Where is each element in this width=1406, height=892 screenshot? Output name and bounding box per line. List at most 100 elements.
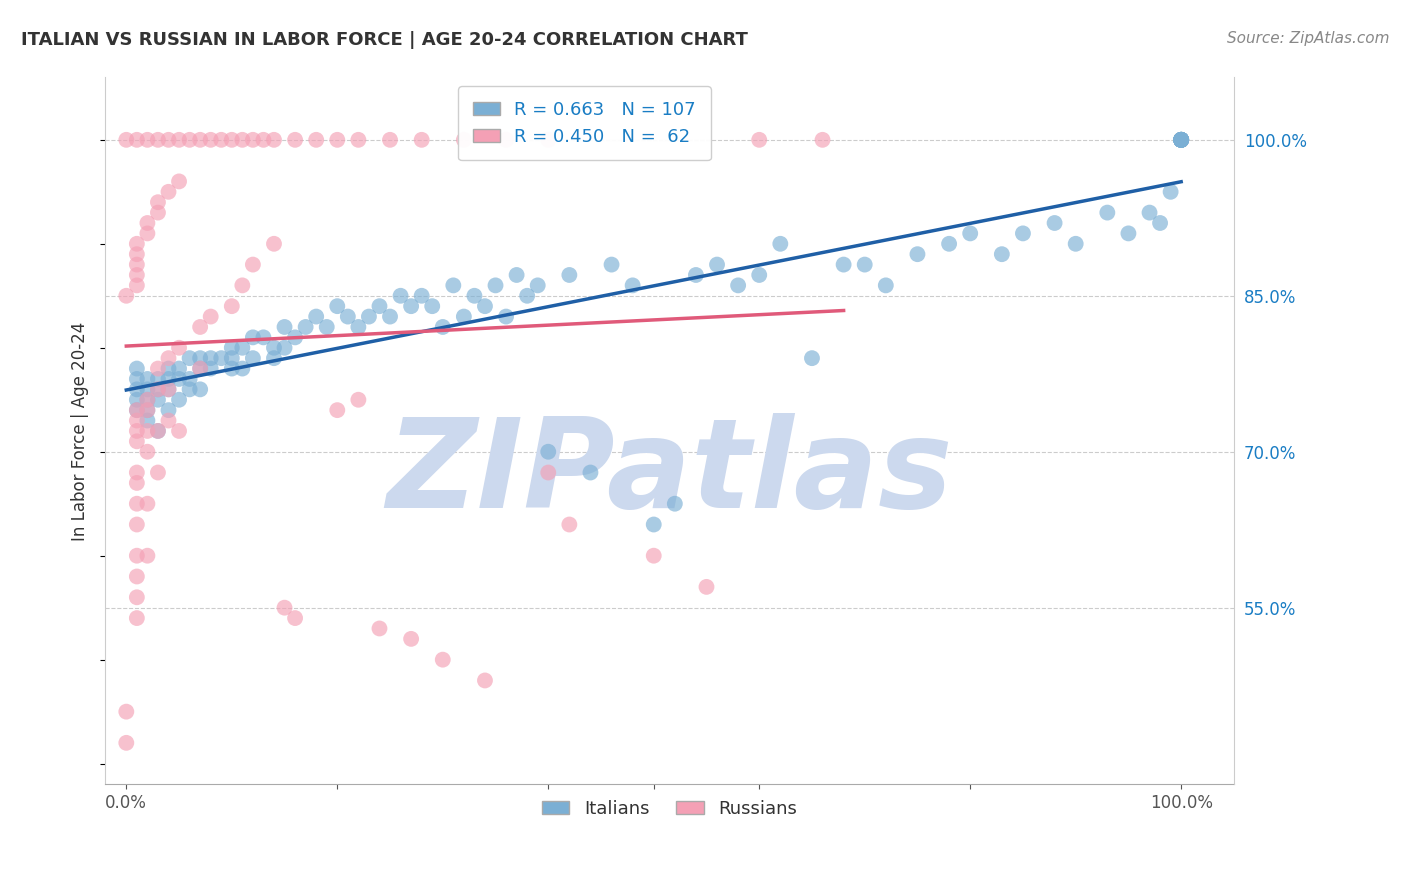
Point <box>125 424 148 438</box>
Point <box>1170 133 1192 147</box>
Point <box>1170 133 1192 147</box>
Point <box>1170 133 1192 147</box>
Point <box>136 372 159 386</box>
Point <box>378 310 401 324</box>
Point <box>294 320 316 334</box>
Point <box>146 466 169 480</box>
Point <box>1064 236 1087 251</box>
Point <box>336 310 359 324</box>
Legend: Italians, Russians: Italians, Russians <box>536 792 804 825</box>
Point <box>1012 227 1035 241</box>
Point <box>273 320 295 334</box>
Point <box>411 133 433 147</box>
Point <box>1170 133 1192 147</box>
Point <box>389 289 412 303</box>
Point <box>179 382 201 396</box>
Point <box>1170 133 1192 147</box>
Point <box>347 392 370 407</box>
Point <box>284 133 307 147</box>
Point <box>357 310 380 324</box>
Point <box>125 133 148 147</box>
Point <box>157 403 180 417</box>
Point <box>200 133 222 147</box>
Point <box>378 133 401 147</box>
Point <box>263 133 285 147</box>
Point <box>146 424 169 438</box>
Point <box>157 185 180 199</box>
Point <box>157 382 180 396</box>
Point <box>875 278 897 293</box>
Point <box>453 310 475 324</box>
Point <box>136 382 159 396</box>
Point <box>125 549 148 563</box>
Point <box>1170 133 1192 147</box>
Point <box>453 133 475 147</box>
Point <box>484 278 506 293</box>
Point <box>558 268 581 282</box>
Point <box>115 133 138 147</box>
Point <box>221 351 243 366</box>
Point <box>399 299 422 313</box>
Point <box>748 133 770 147</box>
Point <box>136 392 159 407</box>
Point <box>1170 133 1192 147</box>
Text: Source: ZipAtlas.com: Source: ZipAtlas.com <box>1226 31 1389 46</box>
Point <box>1160 185 1182 199</box>
Point <box>579 466 602 480</box>
Point <box>526 278 548 293</box>
Point <box>188 133 211 147</box>
Point <box>537 466 560 480</box>
Point <box>125 475 148 490</box>
Point <box>231 133 253 147</box>
Point <box>242 330 264 344</box>
Point <box>1097 205 1119 219</box>
Point <box>231 341 253 355</box>
Point <box>727 278 749 293</box>
Point <box>801 351 824 366</box>
Point <box>600 258 623 272</box>
Point <box>146 382 169 396</box>
Point <box>1043 216 1066 230</box>
Point <box>188 361 211 376</box>
Point <box>188 351 211 366</box>
Point <box>1170 133 1192 147</box>
Point <box>167 424 190 438</box>
Point <box>125 434 148 449</box>
Point <box>125 268 148 282</box>
Point <box>505 268 527 282</box>
Point <box>537 444 560 458</box>
Point <box>136 403 159 417</box>
Point <box>125 413 148 427</box>
Point <box>748 268 770 282</box>
Point <box>136 497 159 511</box>
Text: ITALIAN VS RUSSIAN IN LABOR FORCE | AGE 20-24 CORRELATION CHART: ITALIAN VS RUSSIAN IN LABOR FORCE | AGE … <box>21 31 748 49</box>
Point <box>643 517 665 532</box>
Point <box>136 392 159 407</box>
Point <box>125 517 148 532</box>
Point <box>1170 133 1192 147</box>
Point <box>315 320 337 334</box>
Point <box>146 392 169 407</box>
Point <box>136 403 159 417</box>
Point <box>242 133 264 147</box>
Point <box>284 611 307 625</box>
Point <box>188 320 211 334</box>
Point <box>242 258 264 272</box>
Point <box>1170 133 1192 147</box>
Point <box>157 372 180 386</box>
Point <box>157 382 180 396</box>
Point <box>221 299 243 313</box>
Point <box>1170 133 1192 147</box>
Point <box>474 299 496 313</box>
Point <box>907 247 929 261</box>
Point <box>959 227 981 241</box>
Point <box>125 372 148 386</box>
Point <box>179 133 201 147</box>
Point <box>664 497 686 511</box>
Point <box>125 278 148 293</box>
Point <box>231 361 253 376</box>
Point <box>157 133 180 147</box>
Point <box>463 289 485 303</box>
Point <box>695 580 717 594</box>
Point <box>115 705 138 719</box>
